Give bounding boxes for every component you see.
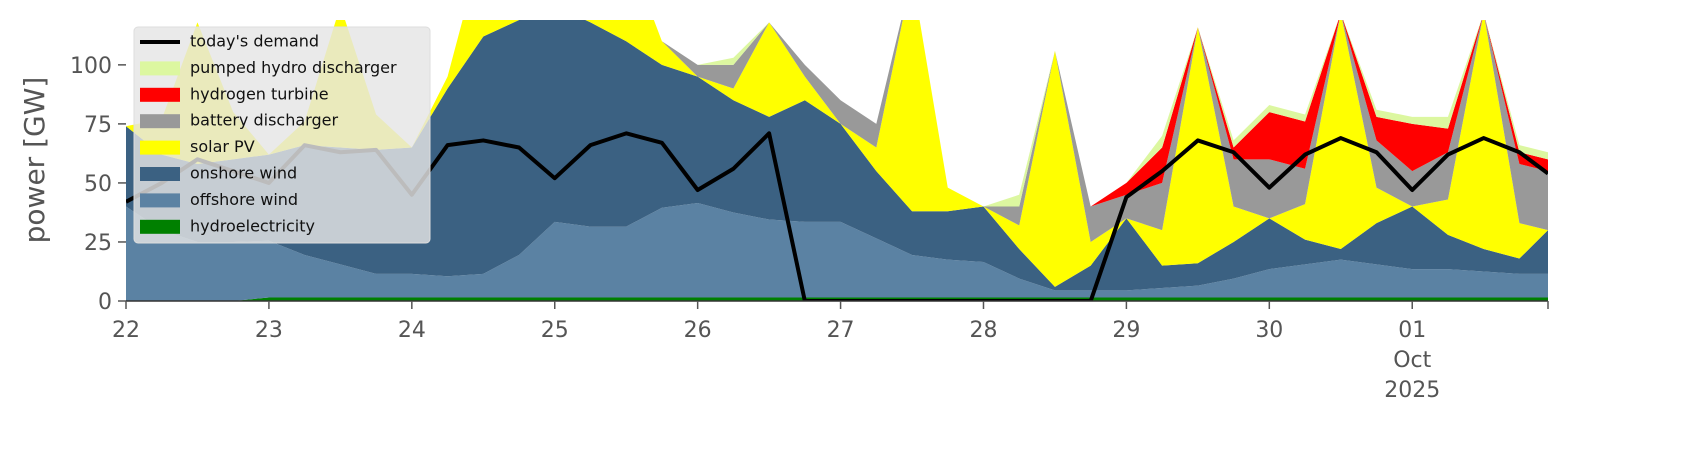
legend-label: hydrogen turbine (190, 84, 329, 103)
legend-box (133, 26, 431, 244)
x-tick-label: 27 (827, 318, 855, 343)
x-tick-label: 24 (398, 318, 426, 343)
x-tick-label: 25 (541, 318, 569, 343)
x-tick-label: 26 (684, 318, 712, 343)
legend-swatch (140, 167, 180, 181)
y-tick-label: 50 (84, 172, 112, 197)
x-tick-label: 23 (255, 318, 283, 343)
x-tick-label: 01 Oct 2025 (1384, 318, 1440, 403)
legend-swatch (140, 140, 180, 155)
x-tick-label: 22 (112, 318, 140, 343)
y-tick-label: 0 (98, 290, 112, 315)
x-tick-label: 29 (1112, 318, 1140, 343)
legend-label: solar PV (190, 137, 255, 156)
legend-label: pumped hydro discharger (190, 58, 397, 77)
x-tick-label: 30 (1255, 318, 1283, 343)
legend-label: hydroelectricity (190, 216, 315, 235)
legend-label: battery discharger (190, 111, 338, 130)
legend-label: offshore wind (190, 190, 298, 209)
legend-swatch (140, 61, 180, 76)
y-tick-label: 100 (70, 54, 112, 79)
legend-label: onshore wind (190, 164, 297, 183)
area (126, 203, 1548, 301)
y-tick-label: 25 (84, 231, 112, 256)
legend-label: today's demand (190, 32, 319, 51)
legend-swatch (140, 87, 180, 102)
y-axis-label: power [GW] (18, 77, 51, 244)
legend-swatch (140, 219, 180, 234)
x-tick-label: 28 (969, 318, 997, 343)
legend-swatch (140, 193, 180, 208)
area (126, 20, 1548, 207)
area (126, 20, 1548, 291)
legend-swatch (140, 114, 180, 129)
area (126, 20, 1548, 287)
y-tick-label: 75 (84, 113, 112, 138)
